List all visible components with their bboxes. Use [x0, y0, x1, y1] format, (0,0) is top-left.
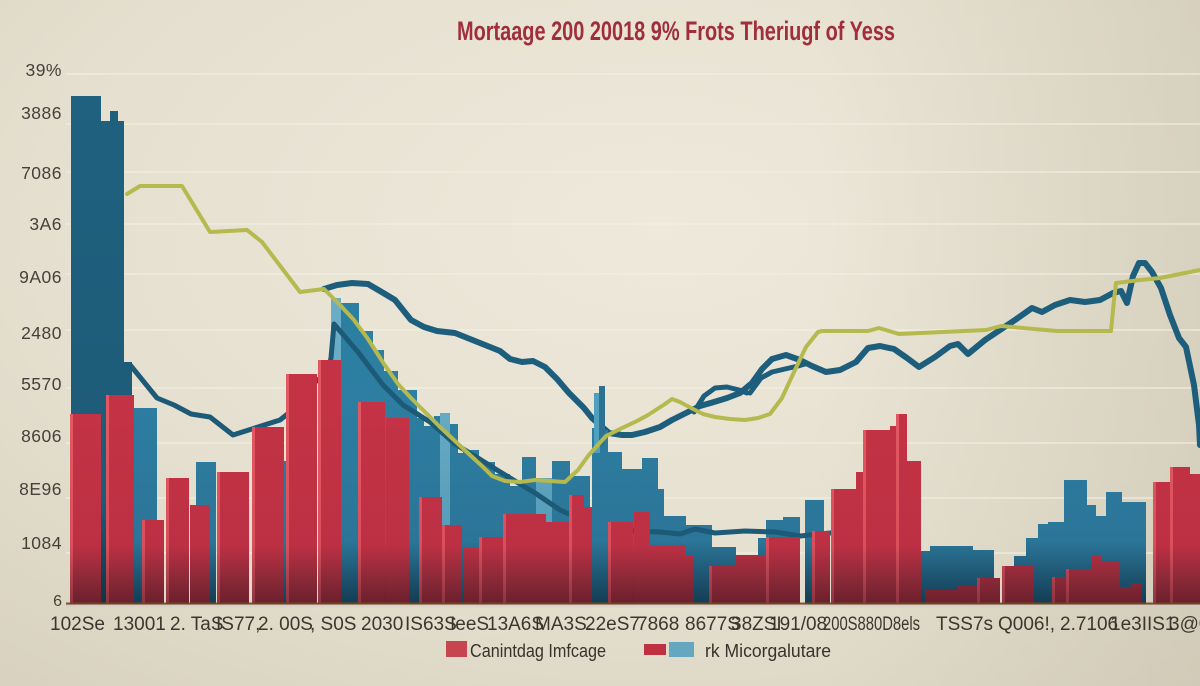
svg-text:2480: 2480	[21, 323, 62, 343]
svg-text:6: 6	[53, 593, 62, 610]
svg-text:3A6: 3A6	[29, 214, 62, 234]
svg-text:3886: 3886	[21, 103, 62, 123]
svg-text:13A6S: 13A6S	[487, 614, 544, 635]
svg-text:MA3S.: MA3S.	[535, 614, 592, 635]
svg-text:Mortaage 200 20018 9% Frots Th: Mortaage 200 20018 9% Frots Theriugf of …	[457, 16, 895, 46]
svg-text:191/08: 191/08	[769, 614, 827, 635]
svg-text:9A06: 9A06	[19, 267, 62, 287]
svg-text:38ZSI: 38ZSI	[731, 614, 782, 635]
svg-text:2.7106: 2.7106	[1060, 614, 1118, 635]
svg-text:2. 00S: 2. 00S	[258, 614, 313, 635]
svg-text:13001: 13001	[113, 614, 166, 635]
svg-text:8677S: 8677S	[685, 614, 740, 635]
svg-text:22eS7: 22eS7	[585, 614, 640, 635]
svg-text:7086: 7086	[21, 163, 62, 183]
svg-text:8606: 8606	[21, 426, 62, 446]
svg-text:TSS7s: TSS7s	[936, 614, 993, 635]
svg-text:Canintdag Imfcage: Canintdag Imfcage	[470, 640, 606, 661]
svg-text:102Se: 102Se	[50, 614, 105, 635]
svg-text:IeeS: IeeS	[450, 614, 489, 635]
svg-text:2030: 2030	[361, 614, 403, 635]
svg-text:1084: 1084	[21, 533, 62, 553]
svg-text:1e3IIS1: 1e3IIS1	[1110, 614, 1176, 635]
svg-text:3@0S2: 3@0S2	[1169, 614, 1200, 635]
svg-text:IS63S: IS63S	[405, 614, 457, 635]
svg-text:, S0S: , S0S	[310, 614, 356, 635]
svg-text:8E96: 8E96	[19, 479, 62, 499]
svg-text:2. TaS: 2. TaS	[170, 614, 224, 635]
svg-text:rk Micorgalutare: rk Micorgalutare	[705, 640, 831, 661]
svg-text:Q006!,: Q006!,	[998, 614, 1055, 635]
svg-text:200S880D8els: 200S880D8els	[823, 614, 920, 635]
svg-text:IS77,: IS77,	[216, 614, 260, 635]
svg-text:39%: 39%	[25, 60, 62, 80]
svg-text:5570: 5570	[21, 374, 62, 394]
svg-text:7868: 7868	[637, 614, 679, 635]
